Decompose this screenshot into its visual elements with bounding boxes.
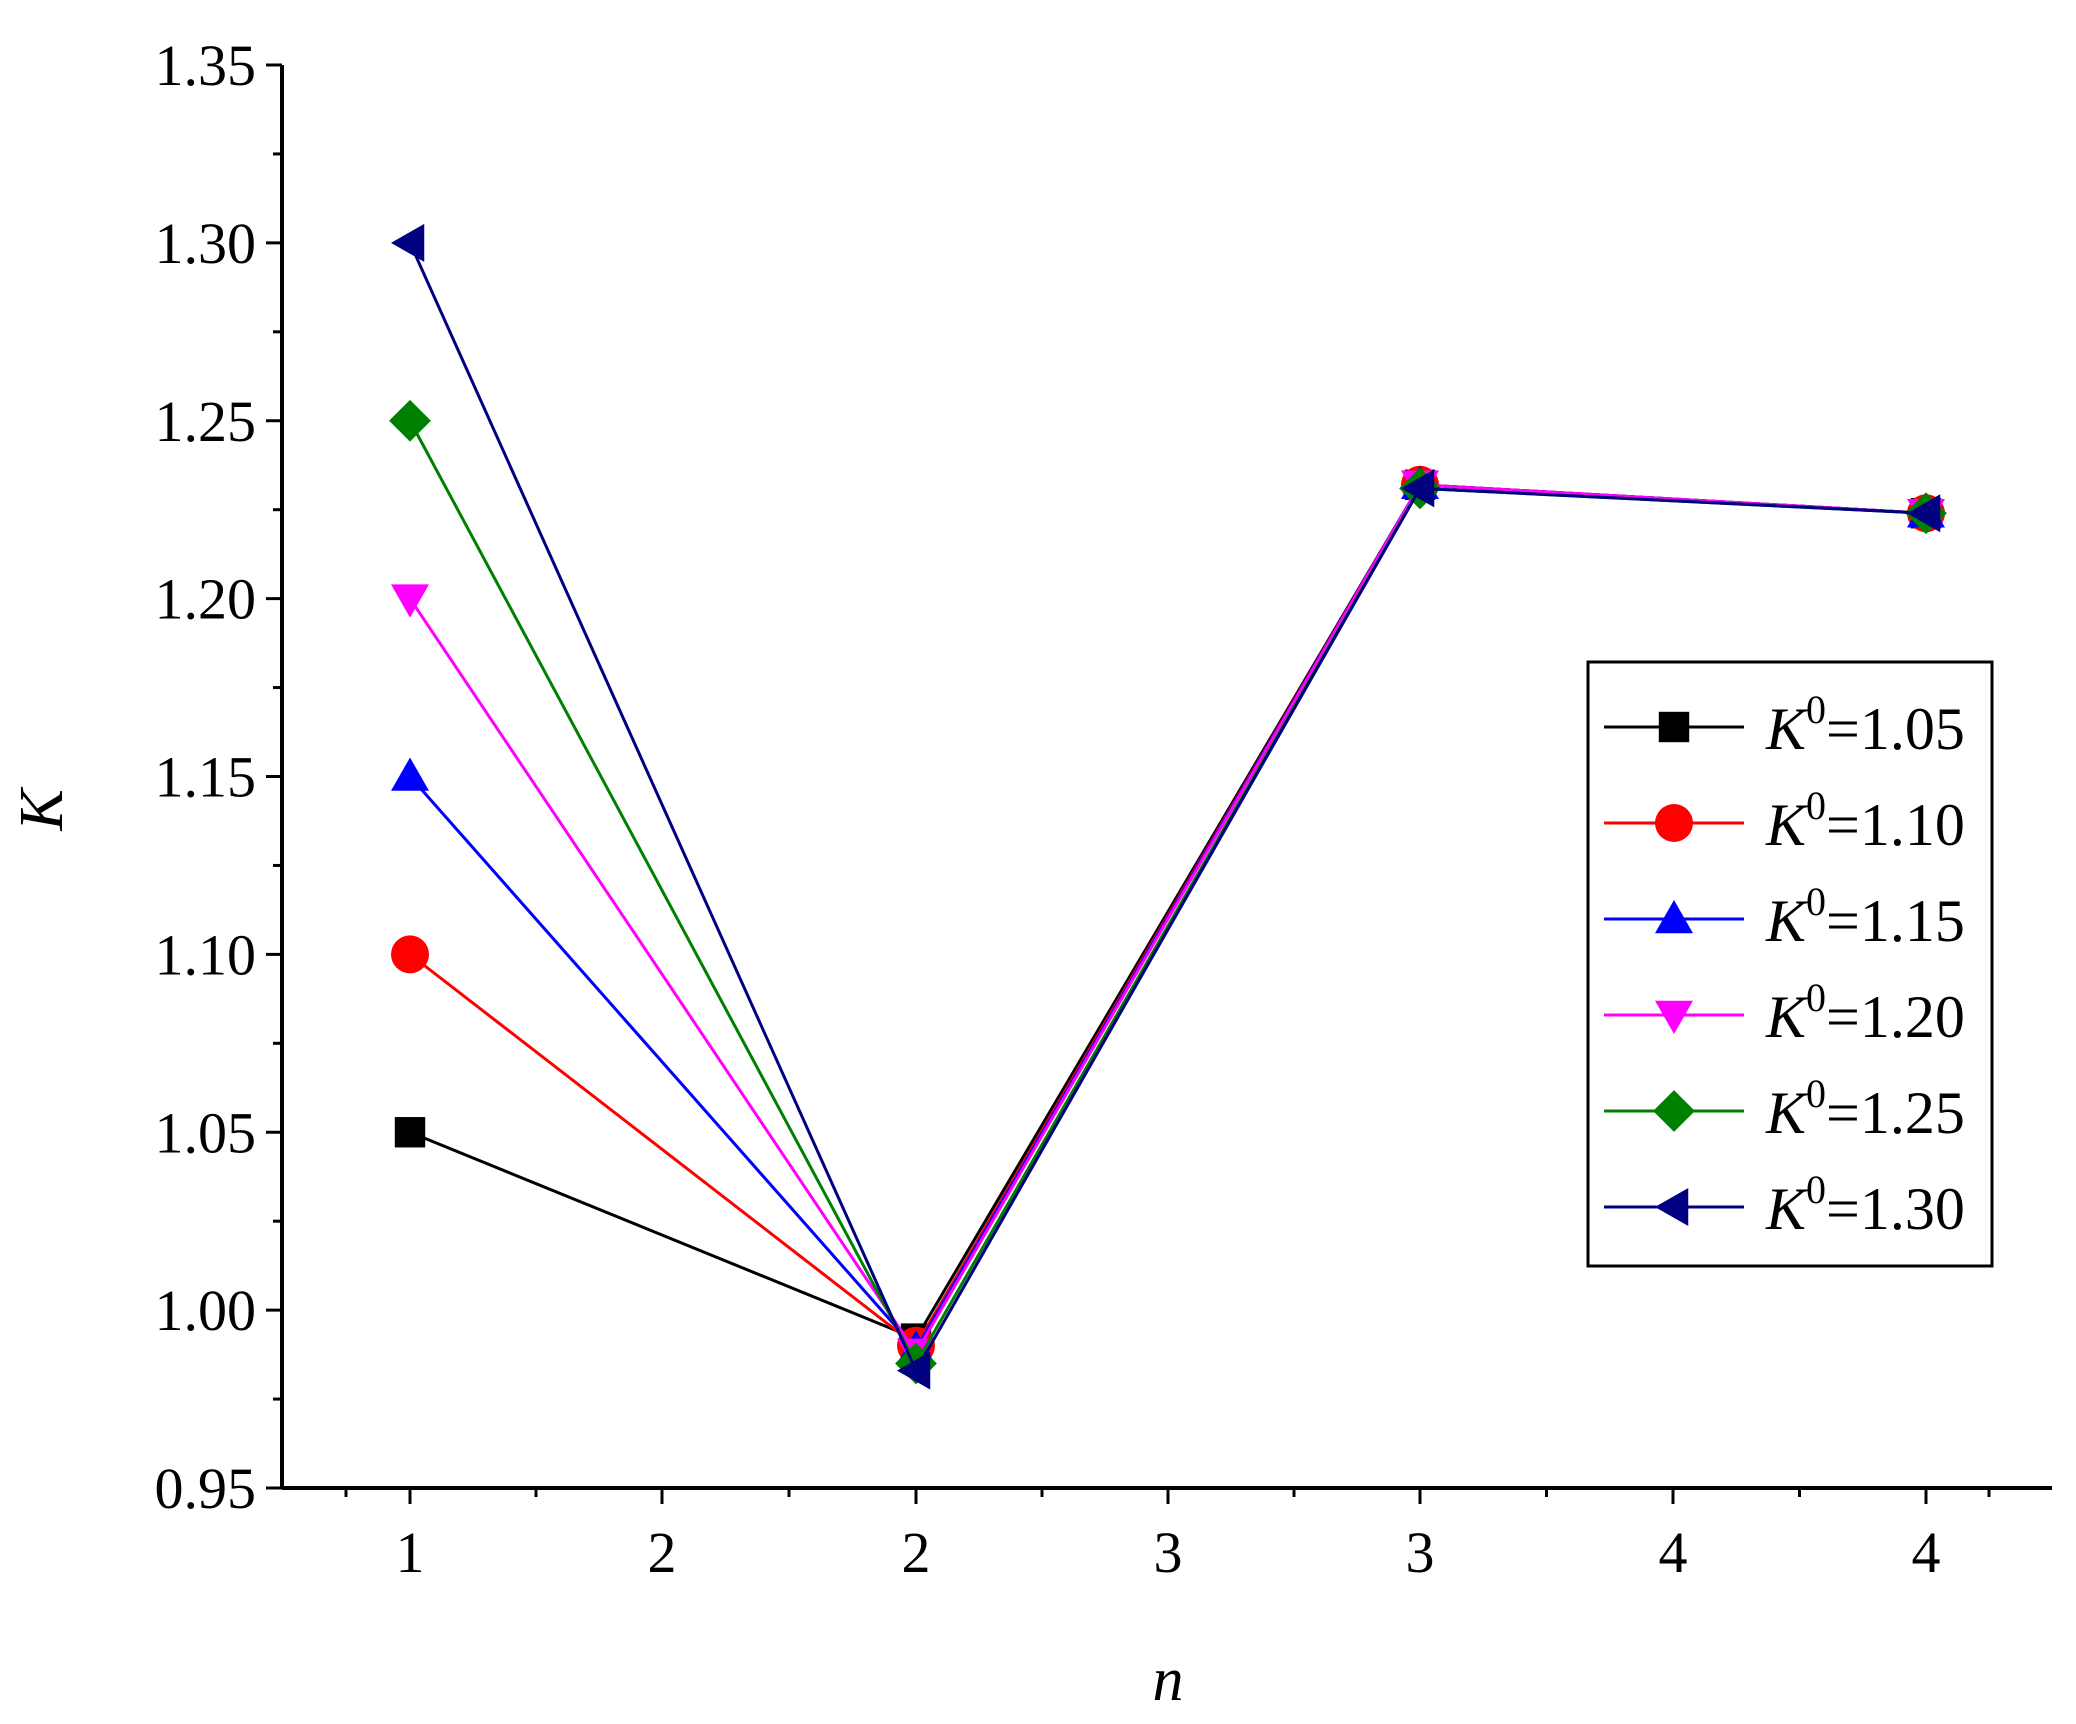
- y-tick-label: 1.15: [155, 745, 257, 810]
- series-line: [408, 242, 1927, 1374]
- legend-item: K0=1.10: [1604, 783, 1965, 858]
- y-axis-label: K: [8, 786, 76, 832]
- series-1.30: [391, 223, 1941, 1390]
- legend: K0=1.05 K0=1.10 K0=1.15 K0=1.20 K0=1.25 K0=1.…: [1586, 660, 1994, 1268]
- legend-item: K0=1.25: [1604, 1071, 1965, 1146]
- legend-item: K0=1.20: [1604, 975, 1965, 1050]
- x-tick-label: 3: [1406, 1520, 1435, 1585]
- legend-label: K0=1.30: [1765, 1167, 1965, 1242]
- legend-item: K0=1.05: [1604, 687, 1965, 762]
- x-tick-label: 3: [1154, 1520, 1183, 1585]
- legend-label: K0=1.15: [1765, 879, 1965, 954]
- y-tick-label: 1.25: [155, 389, 257, 454]
- legend-label: K0=1.25: [1765, 1071, 1965, 1146]
- data-point: [391, 757, 429, 791]
- data-point: [394, 1117, 426, 1148]
- data-point: [391, 223, 425, 262]
- x-tick-label: 2: [902, 1520, 931, 1585]
- x-tick-label: 2: [648, 1520, 677, 1585]
- legend-marker: [1655, 804, 1693, 842]
- legend-marker: [1655, 900, 1693, 934]
- series-line: [408, 483, 1927, 1356]
- axes: 0.95 1.00 1.05 1.10 1.15 1.20 1.25 1.30 1.35 1 2 2 3…: [155, 33, 2052, 1585]
- legend-marker: [1658, 711, 1690, 743]
- legend-item: K0=1.15: [1604, 879, 1965, 954]
- legend-label: K0=1.05: [1765, 687, 1965, 762]
- legend-label: K0=1.10: [1765, 783, 1965, 858]
- x-tick-label: 1: [396, 1520, 425, 1585]
- x-axis-label: n: [1153, 1646, 1184, 1714]
- x-tick-label: 4: [1659, 1520, 1688, 1585]
- data-point: [389, 399, 431, 442]
- y-tick-label: 1.30: [155, 211, 257, 276]
- legend-box: [1586, 660, 1994, 1268]
- series-layer: [389, 223, 1947, 1390]
- data-point: [391, 584, 429, 618]
- y-tick-label: 1.35: [155, 33, 257, 98]
- legend-marker: [1655, 1188, 1689, 1226]
- legend-label: K0=1.20: [1765, 975, 1965, 1050]
- data-point: [1401, 469, 1435, 508]
- data-point: [897, 1351, 931, 1390]
- y-tick-label: 1.20: [155, 567, 257, 632]
- y-tick-label: 0.95: [155, 1456, 257, 1521]
- y-tick-label: 1.05: [155, 1100, 257, 1165]
- x-tick-label: 4: [1912, 1520, 1941, 1585]
- legend-marker: [1655, 1000, 1693, 1034]
- data-point: [1907, 494, 1941, 533]
- y-tick-label: 1.00: [155, 1278, 257, 1343]
- legend-item: K0=1.30: [1604, 1167, 1965, 1242]
- data-point: [391, 935, 429, 974]
- legend-marker: [1653, 1090, 1695, 1132]
- y-tick-label: 1.10: [155, 922, 257, 987]
